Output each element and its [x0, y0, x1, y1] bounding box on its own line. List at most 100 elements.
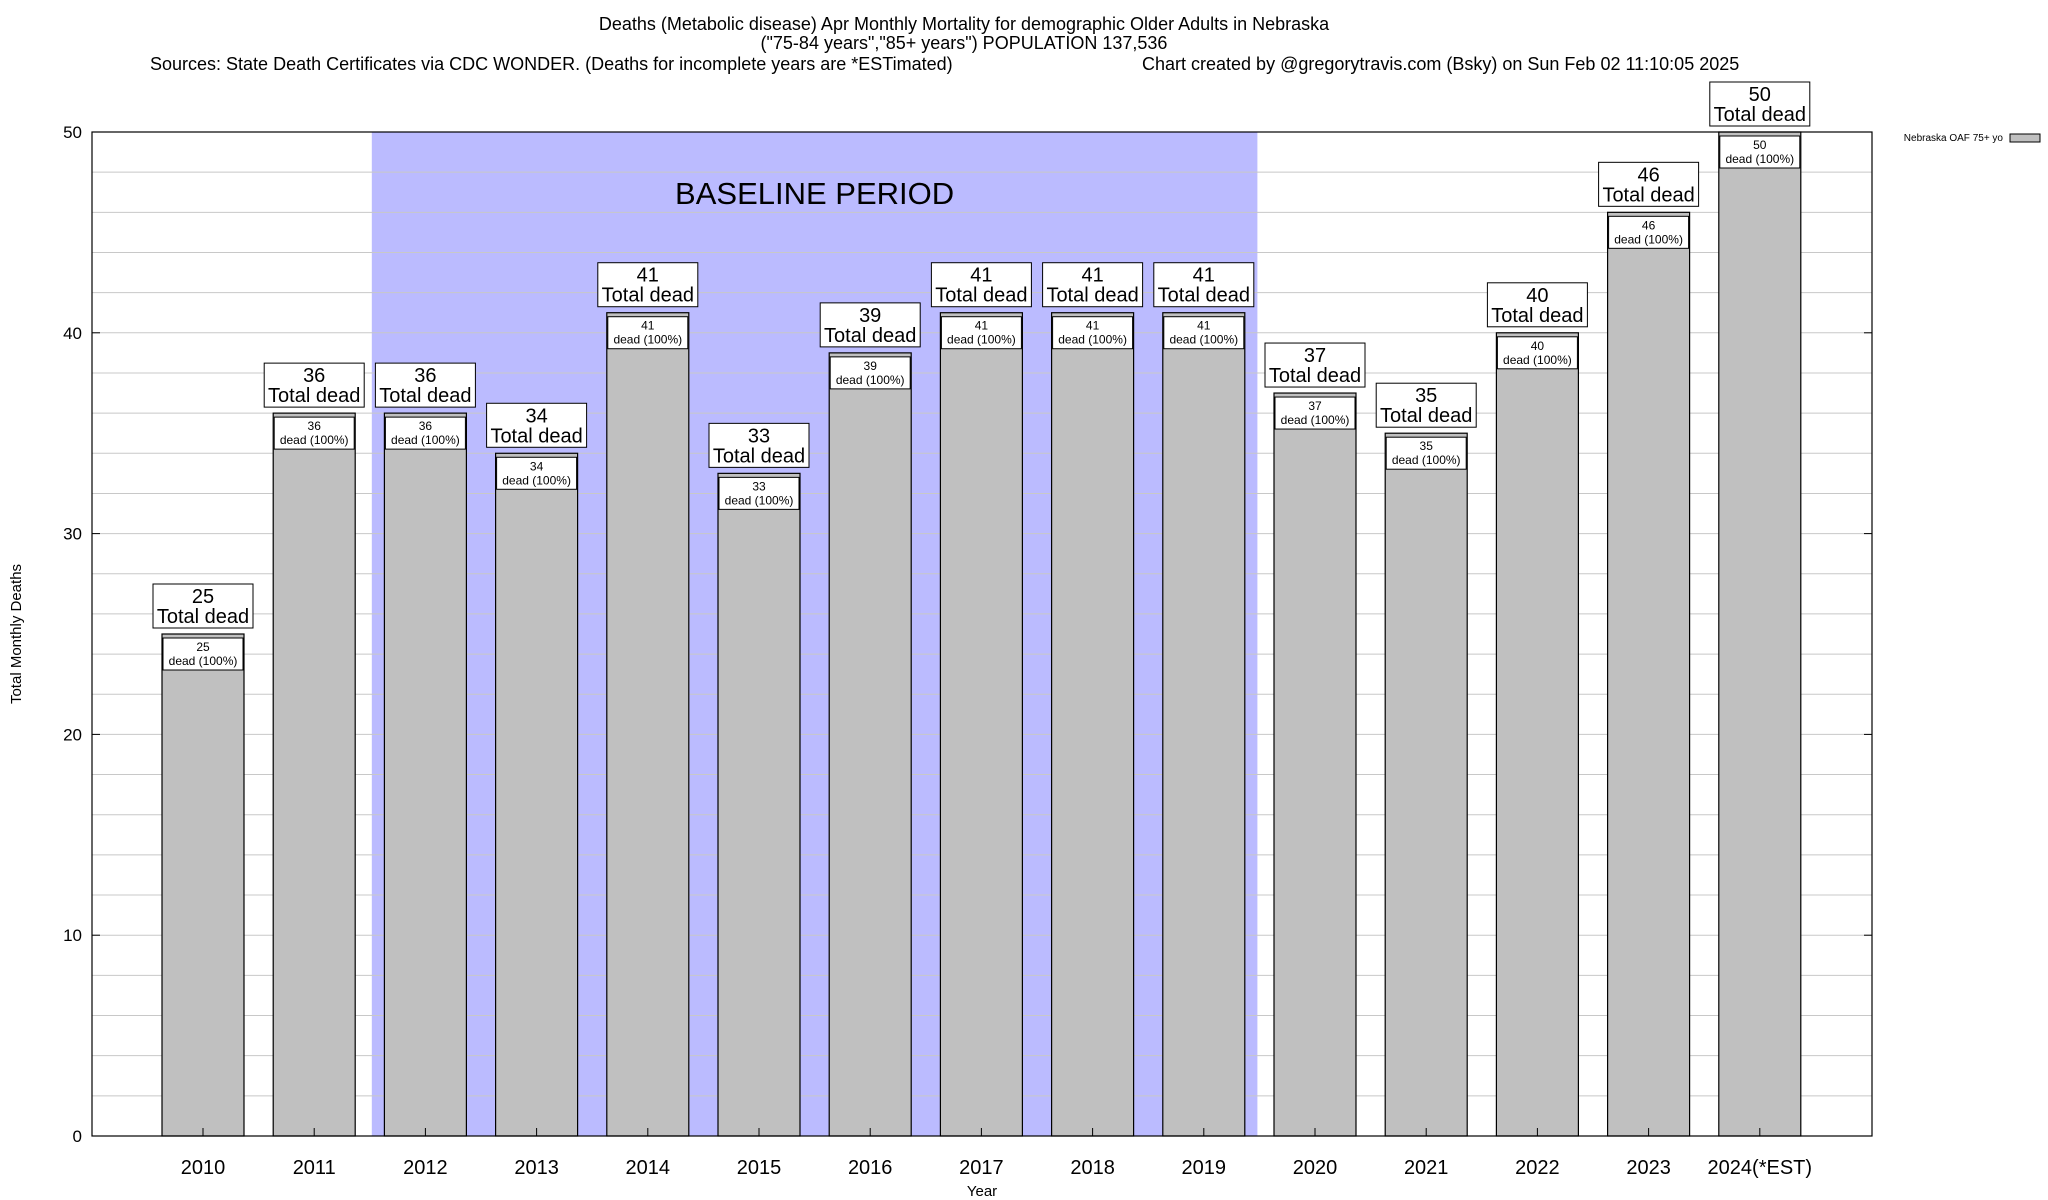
bar-inner-value: 41 — [1086, 319, 1100, 333]
bar — [828, 352, 912, 1137]
bar-inner-percent: dead (100%) — [947, 333, 1016, 347]
bar-total-label-box — [1264, 342, 1366, 388]
bar-inner-label-box — [940, 316, 1022, 350]
bar-inner-label-box — [1052, 316, 1134, 350]
bar-inner-value: 41 — [641, 319, 655, 333]
x-tick-label: 2013 — [514, 1157, 559, 1179]
bar-total-value: 41 — [970, 265, 992, 287]
bar-inner-label-box — [1385, 436, 1467, 470]
bar-total-value: 34 — [525, 405, 547, 427]
bar-total-label-box — [1375, 382, 1477, 428]
bar-total-value: 50 — [1749, 84, 1771, 106]
bar-total-value: 36 — [414, 365, 436, 387]
y-tick-label: 50 — [63, 123, 82, 142]
bar-inner-label-box — [1496, 336, 1578, 370]
bar-total-value: 40 — [1526, 285, 1548, 307]
bar-total-label-box — [263, 362, 365, 408]
bar-total-text: Total dead — [713, 445, 805, 467]
x-tick-label: 2017 — [959, 1157, 1004, 1179]
bar-total-label-box — [374, 362, 476, 408]
bar-inner-percent: dead (100%) — [169, 654, 238, 668]
chart-subtitle: ("75-84 years","85+ years") POPULATION 1… — [760, 33, 1168, 53]
bar-inner-percent: dead (100%) — [280, 433, 349, 447]
bar-inner-value: 25 — [196, 640, 210, 654]
bar-total-text: Total dead — [1491, 305, 1583, 327]
bar-inner-label-box — [1163, 316, 1245, 350]
bar-inner-percent: dead (100%) — [1614, 232, 1683, 246]
y-tick-label: 20 — [63, 725, 82, 744]
bar-inner-percent: dead (100%) — [1392, 453, 1461, 467]
bar-inner-label-box — [496, 456, 578, 490]
x-axis-label: Year — [967, 1183, 997, 1200]
x-tick-label: 2016 — [848, 1157, 893, 1179]
bar-total-label-box — [1709, 81, 1811, 127]
bar-inner-label-box — [1274, 396, 1356, 430]
bar-inner-percent: dead (100%) — [1725, 152, 1794, 166]
bar-total-text: Total dead — [1158, 285, 1250, 307]
bar — [939, 312, 1024, 1137]
credit-note: Chart created by @gregorytravis.com (Bsk… — [1142, 54, 1740, 74]
legend-swatch — [2009, 133, 2041, 143]
bar-total-value: 37 — [1304, 345, 1326, 367]
bar — [383, 412, 467, 1137]
bar-total-text: Total dead — [490, 425, 582, 447]
bar — [1718, 131, 1802, 1137]
bar-total-label-box — [708, 422, 810, 468]
bar-total-value: 33 — [748, 425, 770, 447]
bar — [1162, 312, 1246, 1137]
bar-inner-label-box — [384, 416, 466, 450]
bar-total-value: 41 — [1193, 265, 1215, 287]
bar-inner-percent: dead (100%) — [1169, 333, 1238, 347]
bar-total-label-box — [819, 302, 921, 348]
bar-inner-value: 35 — [1420, 439, 1434, 453]
bar-total-value: 41 — [637, 265, 659, 287]
x-tick-label: 2012 — [403, 1157, 448, 1179]
x-tick-label: 2018 — [1070, 1157, 1115, 1179]
bar-inner-value: 41 — [1197, 319, 1211, 333]
bar-total-value: 25 — [192, 586, 214, 608]
bar — [717, 472, 801, 1137]
bar — [1606, 211, 1691, 1137]
bar-inner-value: 34 — [530, 459, 544, 473]
chart-title: Deaths (Metabolic disease) Apr Monthly M… — [598, 14, 1330, 34]
bar-inner-label-box — [607, 316, 689, 350]
bar — [1384, 432, 1468, 1137]
bar-inner-value: 33 — [752, 479, 766, 493]
bar-total-text: Total dead — [935, 285, 1027, 307]
baseline-label: BASELINE PERIOD — [675, 176, 954, 211]
sources-note: Sources: State Death Certificates via CD… — [150, 54, 953, 74]
bar-total-text: Total dead — [1714, 104, 1806, 126]
bar-total-text: Total dead — [379, 385, 471, 407]
bar — [161, 633, 245, 1137]
x-tick-label: 2021 — [1404, 1157, 1449, 1179]
y-tick-label: 40 — [63, 324, 82, 343]
bar-total-label-box — [486, 402, 588, 448]
bar-inner-percent: dead (100%) — [1503, 353, 1572, 367]
bar-total-label-box — [1486, 282, 1588, 328]
bar-total-label-box — [1042, 262, 1144, 308]
bar-inner-value: 37 — [1308, 399, 1322, 413]
bar-inner-label-box — [1719, 135, 1801, 169]
bar-inner-percent: dead (100%) — [725, 493, 794, 507]
bar-inner-value: 40 — [1531, 339, 1545, 353]
bar — [1495, 332, 1580, 1137]
bar-inner-percent: dead (100%) — [1281, 413, 1350, 427]
bar-inner-label-box — [273, 416, 355, 450]
x-tick-label: 2010 — [181, 1157, 226, 1179]
bar-inner-value: 36 — [419, 419, 433, 433]
bar-inner-percent: dead (100%) — [1058, 333, 1127, 347]
legend-label: Nebraska OAF 75+ yo — [1904, 133, 2004, 144]
bar-total-text: Total dead — [824, 325, 916, 347]
x-tick-label: 2014 — [626, 1157, 671, 1179]
bar-inner-value: 50 — [1753, 138, 1767, 152]
bar-total-value: 39 — [859, 305, 881, 327]
bar-total-label-box — [152, 583, 254, 629]
bar-total-text: Total dead — [602, 285, 694, 307]
bar-total-value: 46 — [1637, 164, 1659, 186]
bar-total-label-box — [597, 262, 699, 308]
bar — [272, 412, 356, 1137]
bar-inner-label-box — [829, 356, 911, 390]
x-tick-label: 2011 — [293, 1157, 336, 1179]
bar-total-value: 35 — [1415, 385, 1437, 407]
x-tick-label: 2023 — [1626, 1157, 1671, 1179]
